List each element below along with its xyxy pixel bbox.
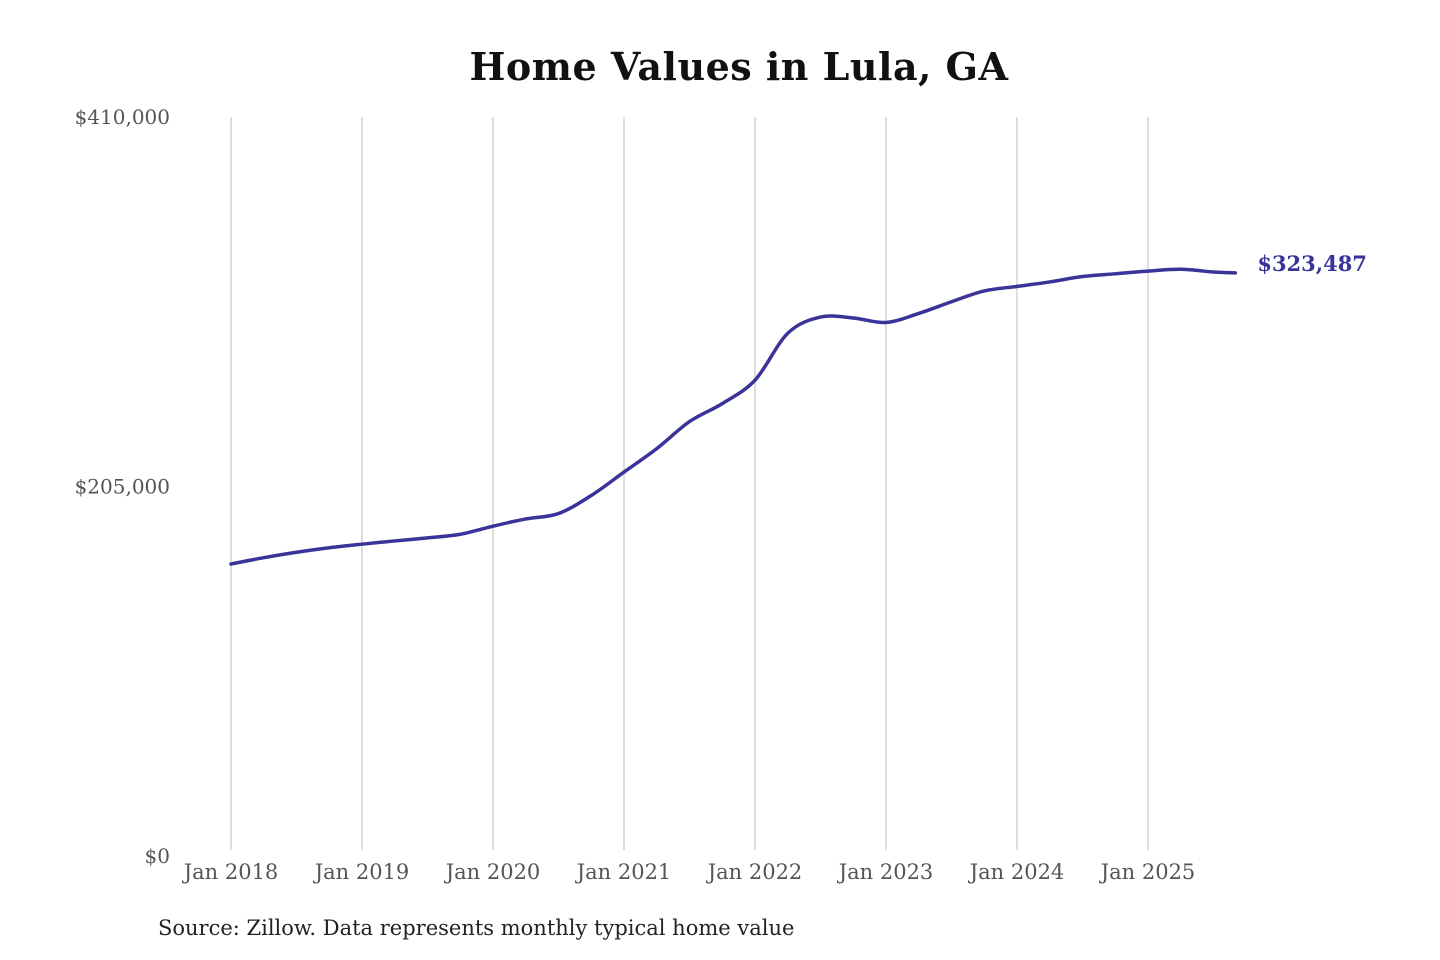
x-tick-label: Jan 2025	[1099, 860, 1196, 884]
end-value-label: $323,487	[1257, 251, 1367, 276]
x-tick-label: Jan 2023	[837, 860, 934, 884]
x-tick-label: Jan 2019	[313, 860, 410, 884]
y-tick-label: $205,000	[75, 475, 170, 499]
x-tick-label: Jan 2024	[968, 860, 1065, 884]
y-axis-ticks: $0 $205,000 $410,000	[75, 105, 170, 868]
series-layer	[229, 267, 1238, 566]
x-tick-label: Jan 2021	[575, 860, 672, 884]
x-tick-label: Jan 2020	[444, 860, 541, 884]
y-tick-label: $0	[145, 844, 170, 868]
x-axis-ticks: Jan 2018 Jan 2019 Jan 2020 Jan 2021 Jan 2022…	[182, 860, 1196, 884]
y-tick-label: $410,000	[75, 105, 170, 129]
end-label-layer: $323,487	[1257, 251, 1367, 276]
series-line	[229, 267, 1238, 566]
chart-title: Home Values in Lula, GA	[469, 44, 1009, 89]
x-tick-label: Jan 2022	[706, 860, 803, 884]
source-note: Source: Zillow. Data represents monthly …	[158, 916, 795, 940]
x-tick-label: Jan 2018	[182, 860, 279, 884]
gridlines	[230, 117, 1149, 850]
